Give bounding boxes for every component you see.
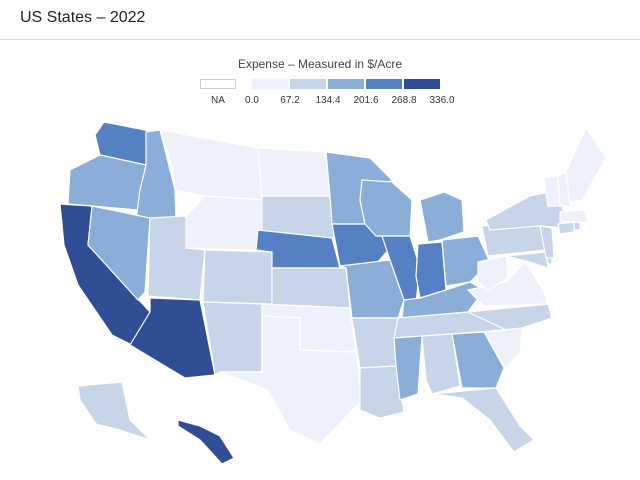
state-az[interactable] [129,297,216,379]
legend-tick: 268.8 [391,95,417,106]
state-nj[interactable] [539,225,555,259]
legend-tick: 336.0 [429,95,455,106]
state-ks[interactable] [271,267,351,309]
state-fl[interactable] [431,387,535,453]
state-mi[interactable] [419,191,465,243]
legend-tick: 201.6 [353,95,379,106]
state-nd[interactable] [257,147,331,197]
state-me[interactable] [565,126,607,203]
legend-swatch-2 [290,79,326,89]
page-header: US States – 2022 [0,0,640,40]
legend-na-label: NA [211,95,225,106]
state-ak[interactable] [77,381,151,441]
state-or[interactable] [67,154,147,211]
state-wy[interactable] [185,195,263,251]
state-tx[interactable] [219,315,363,445]
legend-na-swatch [200,79,236,89]
legend-swatch-1 [252,79,288,89]
state-wv[interactable] [477,255,509,291]
state-hi[interactable] [177,419,235,465]
legend-swatch-5 [404,79,440,89]
legend-tick: 0.0 [245,95,259,106]
state-wi[interactable] [359,179,413,237]
state-la[interactable] [359,365,405,419]
state-ma[interactable] [559,209,589,223]
state-ms[interactable] [393,335,423,401]
state-ar[interactable] [351,317,399,369]
state-va[interactable] [466,261,549,307]
legend-swatch-4 [366,79,402,89]
state-nv[interactable] [87,205,151,301]
state-md[interactable] [505,251,549,269]
state-ri[interactable] [573,221,581,231]
state-co[interactable] [202,249,273,305]
page-title: US States – 2022 [20,9,146,26]
legend-title: Expense – Measured in $/Acre [237,57,403,71]
state-in[interactable] [415,241,447,299]
state-ga[interactable] [451,331,505,389]
state-ct[interactable] [557,221,575,235]
state-sd[interactable] [261,195,335,241]
state-al[interactable] [421,333,461,395]
legend-tick: 134.4 [315,95,341,106]
legend-swatch-3 [328,79,364,89]
legend-tick: 67.2 [280,95,300,106]
